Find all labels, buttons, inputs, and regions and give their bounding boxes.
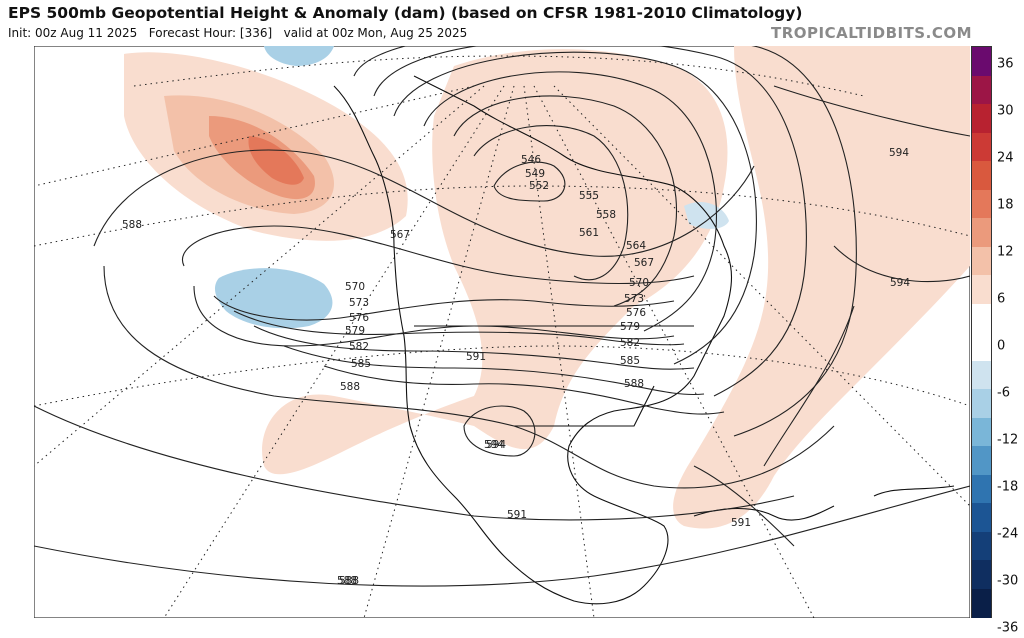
anomaly-map: 546 549 552 555 558 561 564 567 570 573 … [34,46,970,618]
init-time: Init: 00z Aug 11 2025 [8,26,138,40]
colorbar-tick-label: 6 [997,291,1006,307]
contour-label: 591 [507,509,527,521]
colorbar-segment [972,531,991,561]
colorbar-tick-label: -24 [997,526,1019,542]
contour-label: 585 [620,355,640,367]
colorbar-segment [972,389,991,418]
colorbar-segment [972,360,991,390]
colorbar-tick-label: 24 [997,150,1014,166]
contour-label: 555 [579,190,599,202]
contour-label: 588 [340,381,360,393]
chart-title: EPS 500mb Geopotential Height & Anomaly … [8,4,803,22]
contour-label: 588 [624,378,644,390]
forecast-hour: Forecast Hour: [336] [148,26,273,40]
contour-label: 570 [629,277,649,289]
colorbar-segment [972,218,991,247]
colorbar-segment [972,75,991,105]
contour-label: 549 [525,168,545,180]
contour-label: 588 [339,575,359,587]
chart-subtitle: Init: 00z Aug 11 2025 Forecast Hour: [33… [8,26,467,40]
colorbar-segment [972,132,991,162]
colorbar-tick-label: -6 [997,385,1010,401]
colorbar-tick-label: -36 [997,620,1019,636]
contour-label: 591 [731,517,751,529]
contour-label: 561 [579,227,599,239]
colorbar-segment [972,588,991,618]
contour-label: 576 [626,307,646,319]
site-brand: TROPICALTIDBITS.COM [771,24,972,42]
colorbar [971,46,992,618]
positive-anomaly-shading [124,46,970,529]
contour-label: 576 [349,312,369,324]
colorbar-tick-label: 18 [997,197,1014,213]
colorbar-segment [972,104,991,133]
contour-label: 570 [345,281,365,293]
contour-label: 591 [466,351,486,363]
contour-label: 546 [521,154,541,166]
colorbar-tick-label: -12 [997,432,1019,448]
contour-label: 594 [486,439,506,451]
contour-label: 552 [529,180,549,192]
contour-label: 594 [889,147,909,159]
colorbar-segment [972,303,991,333]
colorbar-tick-label: 0 [997,338,1006,354]
contour-label: 585 [351,358,371,370]
contour-label: 567 [390,229,410,241]
contour-label: 558 [596,209,616,221]
contour-label: 582 [620,337,640,349]
contour-labels: 546 549 552 555 558 561 564 567 570 573 … [122,147,910,587]
contour-label: 579 [345,325,365,337]
contour-label: 594 [484,439,504,451]
colorbar-segment [972,161,991,190]
contour-label: 564 [626,240,646,252]
contour-label: 573 [349,297,369,309]
contour-label: 588 [122,219,142,231]
colorbar-segment [972,189,991,219]
height-contours [34,46,970,587]
colorbar-segment [972,474,991,504]
colorbar-segment [972,446,991,475]
colorbar-segment [972,47,991,76]
contour-label: 567 [634,257,654,269]
colorbar-segment [972,503,991,532]
colorbar-segment [972,417,991,447]
valid-time: valid at 00z Mon, Aug 25 2025 [283,26,468,40]
contour-label: 588 [337,575,357,587]
colorbar-segment [972,560,991,589]
colorbar-segment [972,275,991,304]
negative-anomaly-shading [214,46,729,329]
contour-label: 594 [890,277,910,289]
contour-label: 579 [620,321,640,333]
colorbar-tick-label: 30 [997,103,1014,119]
colorbar-segment [972,332,991,361]
contour-label: 582 [349,341,369,353]
colorbar-segment [972,246,991,276]
colorbar-tick-label: -30 [997,573,1019,589]
colorbar-tick-label: -18 [997,479,1019,495]
contour-label: 573 [624,293,644,305]
colorbar-tick-label: 12 [997,244,1014,260]
graticule [34,55,970,618]
colorbar-tick-label: 36 [997,56,1014,72]
